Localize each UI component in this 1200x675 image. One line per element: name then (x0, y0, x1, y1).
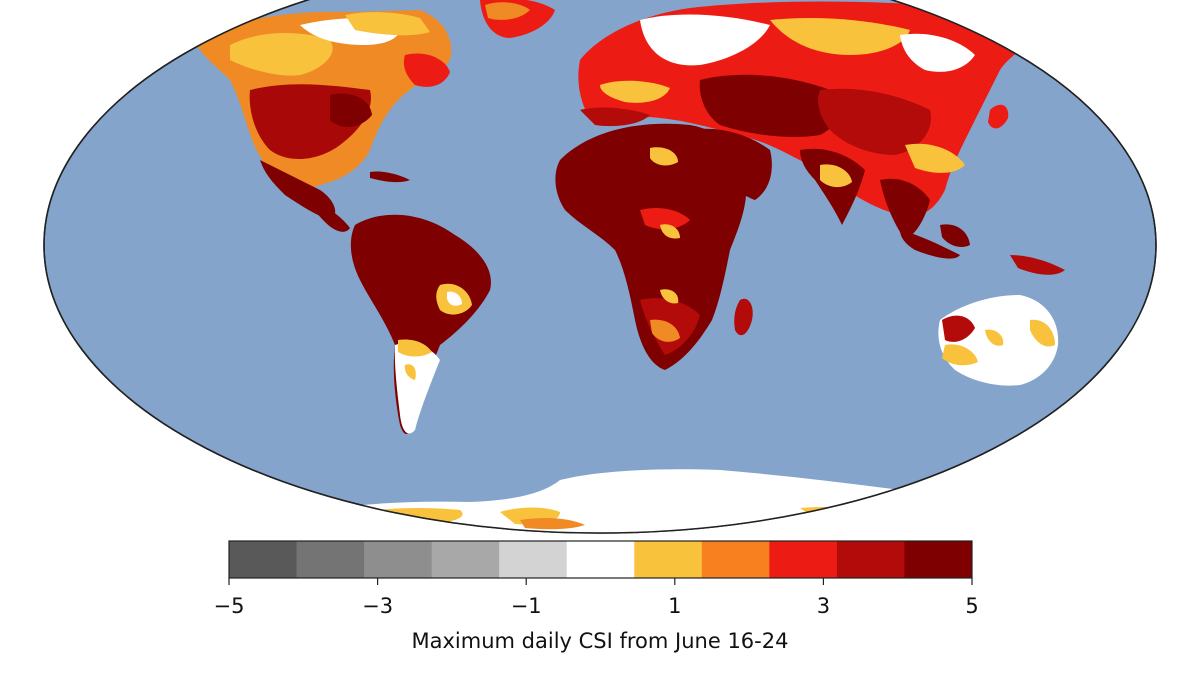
colorbar-segment (431, 541, 500, 578)
africa (555, 123, 753, 370)
colorbar-segment (364, 541, 433, 578)
colorbar-tick-label: −3 (362, 594, 393, 618)
colorbar-segment (904, 541, 973, 578)
globe-outline (43, 0, 1157, 534)
colorbar-tick-label: 3 (817, 594, 830, 618)
colorbar-tick-label: −5 (214, 594, 245, 618)
colorbar-segment (769, 541, 838, 578)
colorbar-segment (566, 541, 635, 578)
eurasia (578, 1, 1030, 240)
colorbar: −5 −3 −1 1 3 5 Maximum daily CSI from June 16… (214, 540, 979, 653)
colorbar-segment (836, 541, 905, 578)
colorbar-tick-label: −1 (511, 594, 542, 618)
colorbar-tick-label: 1 (668, 594, 681, 618)
colorbar-tick-label: 5 (965, 594, 978, 618)
colorbar-segment (499, 541, 568, 578)
colorbar-segment (634, 541, 703, 578)
colorbar-segment (701, 541, 770, 578)
colorbar-segments (229, 541, 973, 578)
colorbar-segment (296, 541, 365, 578)
colorbar-ticks: −5 −3 −1 1 3 5 (214, 578, 979, 618)
south-america (350, 214, 491, 435)
colorbar-frame (228, 540, 973, 579)
colorbar-label: Maximum daily CSI from June 16-24 (412, 629, 789, 653)
north-america (195, 0, 555, 232)
colorbar-segment (229, 541, 298, 578)
